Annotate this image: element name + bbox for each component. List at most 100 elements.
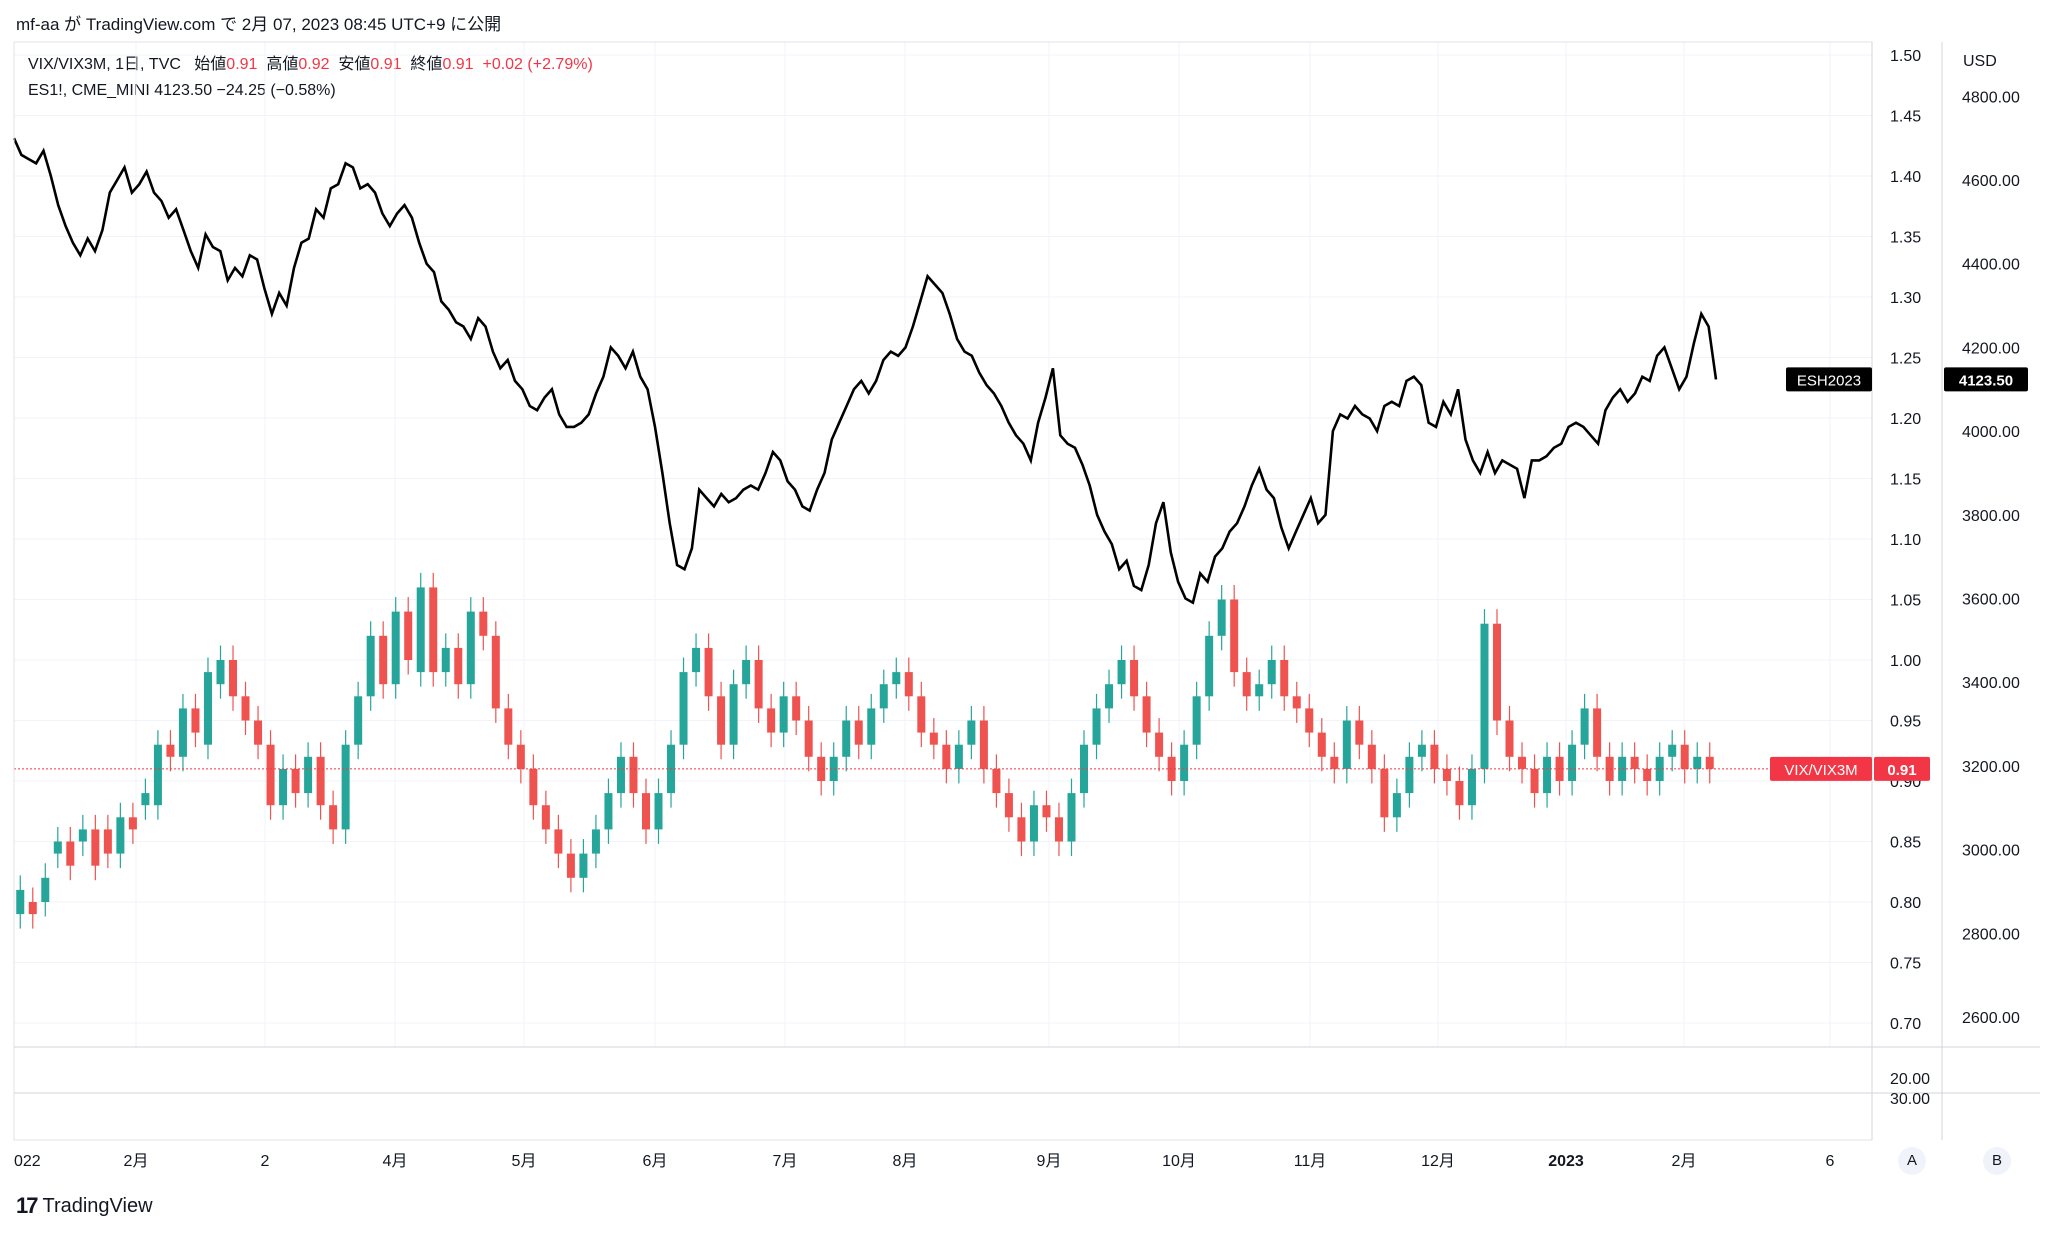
x-axis-tick: 12月 [1421, 1153, 1455, 1170]
candle-body [967, 720, 976, 745]
candle-body [979, 720, 988, 769]
sub-pane-tick: 30.00 [1890, 1091, 1930, 1108]
candle-body [466, 611, 475, 685]
right-axis-tick: 3200.00 [1962, 759, 2020, 776]
candle-body [504, 708, 513, 745]
candle-body [116, 817, 125, 854]
candle-body [1467, 768, 1476, 806]
candle-body [1205, 635, 1214, 697]
legend-low-label: 安値 [338, 56, 371, 73]
left-axis-tick: 1.00 [1890, 653, 1921, 670]
candle-body [879, 684, 888, 709]
candle-body [191, 708, 200, 733]
candle-body [1242, 672, 1251, 697]
candle-body [1680, 744, 1689, 769]
right-axis-tick: 2600.00 [1962, 1010, 2020, 1027]
candle-body [554, 829, 563, 854]
candle-body [141, 793, 150, 806]
right-axis-tick: 4800.00 [1962, 89, 2020, 106]
left-axis-tick: 0.75 [1890, 956, 1921, 973]
candle-body [1317, 732, 1326, 757]
x-axis-tick: 9月 [1037, 1153, 1062, 1170]
candle-body [441, 647, 450, 673]
legend-high-label: 高値 [266, 56, 299, 73]
candle-body [1593, 708, 1602, 757]
esh-label-text: ESH2023 [1797, 372, 1861, 389]
chart-legend: VIX/VIX3M, 1日, TVC 始値0.91 高値0.92 安値0.91 … [28, 52, 593, 104]
candle-body [804, 720, 813, 757]
candle-body [929, 732, 938, 745]
candle-body [266, 744, 275, 806]
legend-close-value: 0.91 [442, 56, 474, 73]
candle-body [416, 587, 425, 673]
candle-body [1543, 756, 1552, 794]
x-axis-tick: 4月 [383, 1153, 408, 1170]
candle-body [516, 744, 525, 769]
candle-body [1405, 756, 1414, 794]
left-axis-tick: 1.50 [1890, 48, 1921, 65]
candle-body [704, 647, 713, 697]
legend-open-label: 始値 [194, 56, 227, 73]
esh-value-text: 4123.50 [1959, 372, 2013, 389]
candle-body [1355, 720, 1364, 745]
left-axis-tick: 1.45 [1890, 109, 1921, 126]
x-axis-tick: 022 [14, 1153, 41, 1170]
axes: 1.50 1.45 1.40 1.35 1.30 1.25 1.20 1.15 1.10 1.05… [13, 41, 2040, 1170]
candle-body [1004, 793, 1013, 818]
candle-body [41, 877, 50, 902]
candle-body [917, 696, 926, 733]
candle-body [992, 768, 1001, 794]
footer-brand-text: TradingView [42, 1194, 153, 1217]
sub-pane-tick: 20.00 [1890, 1071, 1930, 1088]
candle-body [166, 744, 175, 757]
legend-overlay-row[interactable]: ES1!, CME_MINI 4123.50 −24.25 (−0.58%) [28, 78, 593, 104]
candle-body [28, 902, 37, 915]
left-axis-tick: 1.15 [1890, 472, 1921, 489]
candle-body [1643, 768, 1652, 781]
right-axis-tick: 3000.00 [1962, 843, 2020, 860]
candle-body [529, 768, 538, 806]
candle-body [1630, 756, 1639, 769]
candle-body [66, 841, 75, 866]
candle-body [1668, 744, 1677, 757]
right-axis-tick: 3400.00 [1962, 675, 2020, 692]
candle-body [1530, 768, 1539, 794]
pane-button-a[interactable]: A [1898, 1147, 1926, 1175]
candle-body [1705, 756, 1714, 769]
footer-brand[interactable]: 17 TradingView [16, 1193, 153, 1219]
candle-body [566, 853, 575, 878]
candle-body [1029, 805, 1038, 842]
right-axis-tick: 4400.00 [1962, 257, 2020, 274]
candle-body [153, 744, 162, 806]
x-axis-tick: 2月 [1672, 1153, 1697, 1170]
es-price-line [12, 137, 1718, 605]
candle-body [692, 647, 701, 673]
candle-body [779, 696, 788, 733]
candle-body [817, 756, 826, 781]
candle-body [1380, 768, 1389, 818]
vix-value-badge [1874, 756, 1930, 781]
candle-body [379, 635, 388, 685]
candle-body [1105, 684, 1114, 709]
candle-body [1142, 696, 1151, 733]
candle-body [1092, 708, 1101, 745]
candle-body [1605, 756, 1614, 781]
candle-body [391, 611, 400, 685]
pane-buttons: A B [0, 1147, 2057, 1177]
candle-body [1392, 793, 1401, 818]
left-axis-tick: 1.05 [1890, 593, 1921, 610]
candle-body [241, 696, 250, 721]
candle-body [1367, 744, 1376, 769]
candle-body [616, 756, 625, 794]
left-axis-tick: 0.95 [1890, 714, 1921, 731]
left-axis-tick: 1.25 [1890, 351, 1921, 368]
candle-body [1292, 696, 1301, 709]
candle-body [792, 696, 801, 721]
candle-body [491, 635, 500, 709]
candle-body [254, 720, 263, 745]
candle-body [1117, 660, 1126, 685]
legend-overlay-text: ES1!, CME_MINI 4123.50 −24.25 (−0.58%) [28, 82, 336, 99]
vix-label-badge [1770, 756, 1872, 781]
pane-button-b[interactable]: B [1983, 1147, 2011, 1175]
